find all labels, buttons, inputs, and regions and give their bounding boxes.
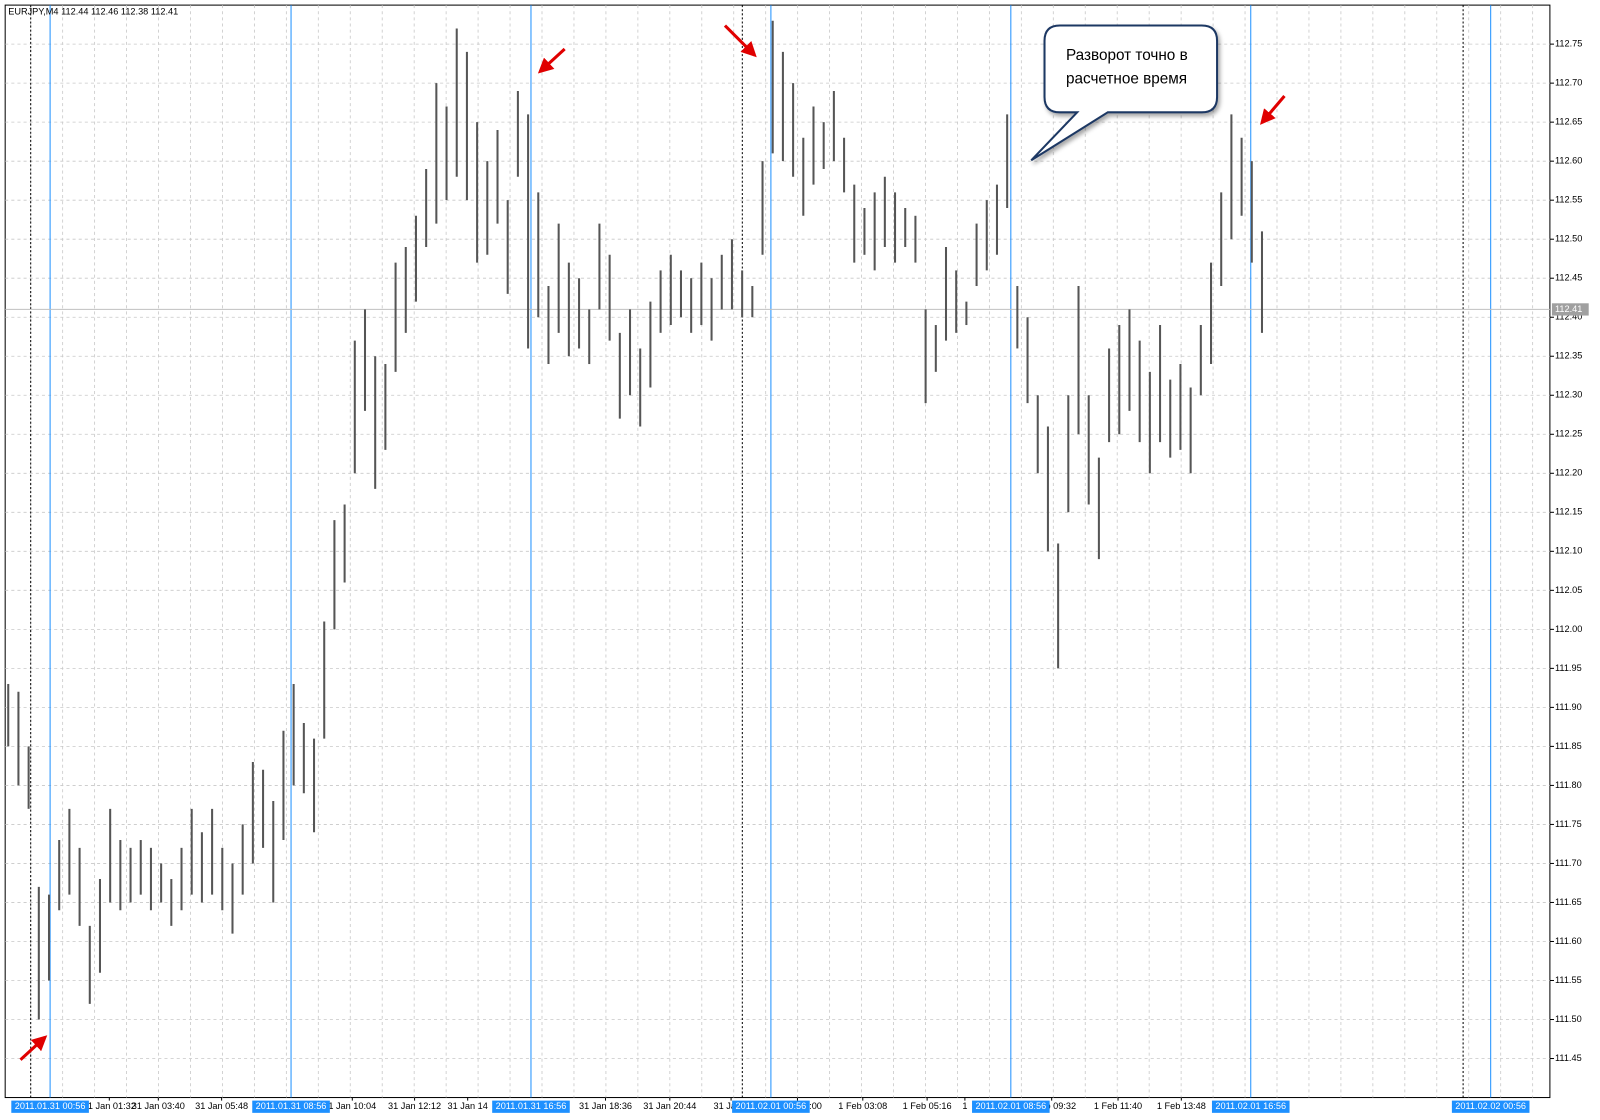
x-tick-label: 1 Feb 05:16	[903, 1101, 952, 1111]
y-tick-label: 112.20	[1555, 468, 1582, 478]
y-tick-label: 112.15	[1555, 507, 1582, 517]
period-label-box	[11, 1100, 89, 1113]
y-tick-label: 111.50	[1555, 1014, 1582, 1024]
y-tick-label: 112.30	[1555, 390, 1582, 400]
period-label: 2011.02.01 08:56	[975, 1101, 1046, 1111]
y-tick-label: 112.55	[1555, 195, 1582, 205]
callout-text: Разворот точно в	[1066, 47, 1188, 64]
period-label-box	[732, 1100, 810, 1113]
y-tick-label: 112.50	[1555, 234, 1582, 244]
arrow	[537, 47, 566, 74]
period-label-box	[1211, 1100, 1290, 1113]
x-tick-label: 31 Jan 20:44	[643, 1101, 696, 1111]
period-label: 2011.01.31 16:56	[496, 1101, 567, 1111]
y-tick-label: 112.00	[1555, 624, 1582, 634]
period-label: 2011.02.02 00:56	[1455, 1101, 1526, 1111]
y-tick-label: 112.10	[1555, 546, 1582, 556]
period-label-box	[1451, 1100, 1530, 1113]
y-tick-label: 111.80	[1555, 780, 1582, 790]
x-tick-label: 1	[962, 1101, 967, 1111]
period-label: 2011.02.01 16:56	[1215, 1101, 1286, 1111]
y-tick-label: 112.45	[1555, 273, 1582, 283]
x-tick-label: 31 Jan 03:40	[132, 1101, 185, 1111]
y-tick-label: 111.70	[1555, 858, 1582, 868]
last-price-box	[1551, 303, 1589, 316]
y-tick-label: 112.25	[1555, 429, 1582, 439]
callout-text: расчетное время	[1066, 71, 1187, 88]
last-price-label: 112.41	[1555, 304, 1582, 314]
y-tick-label: 112.65	[1555, 117, 1582, 127]
period-label-box	[972, 1100, 1050, 1113]
y-tick-label: 112.75	[1555, 39, 1582, 49]
x-tick-label: 1 Feb 09:32	[1027, 1101, 1076, 1111]
y-tick-label: 111.75	[1555, 819, 1582, 829]
y-tick-label: 112.60	[1555, 156, 1582, 166]
arrows	[19, 24, 1286, 1061]
period-label: 2011.02.01 00:56	[736, 1101, 807, 1111]
x-tick-label: 31 Jan 01:32	[83, 1101, 136, 1111]
x-tick-label: 1 Feb 11:40	[1094, 1101, 1142, 1111]
y-tick-label: 112.35	[1555, 351, 1582, 361]
chart-title: EURJPY,M4 112.44 112.46 112.38 112.41	[8, 7, 178, 17]
y-tick-label: 111.60	[1555, 936, 1582, 946]
arrow	[19, 1035, 48, 1061]
period-label: 2011.01.31 00:56	[15, 1101, 86, 1111]
x-tick-label: 31 Jan 05:48	[195, 1101, 248, 1111]
y-tick-label: 112.40	[1555, 312, 1582, 322]
y-tick-label: 111.95	[1555, 663, 1582, 673]
y-tick-label: 112.05	[1555, 585, 1582, 595]
y-tick-label: 111.90	[1555, 702, 1582, 712]
x-tick-label: 31 Jan 12:12	[388, 1101, 441, 1111]
arrow	[723, 24, 757, 58]
x-tick-label: 1 Feb 03:08	[838, 1101, 887, 1111]
x-tick-label: 31 Jan 2	[713, 1101, 748, 1111]
period-label: 2011.01.31 08:56	[256, 1101, 327, 1111]
x-tick-label: 31 Jan 14	[448, 1101, 488, 1111]
y-tick-label: 111.55	[1555, 975, 1582, 985]
y-tick-label: 111.65	[1555, 897, 1582, 907]
y-tick-label: 112.70	[1555, 78, 1582, 88]
period-label-box	[492, 1100, 570, 1113]
x-tick-label: 1 Jan 10:04	[328, 1101, 376, 1111]
arrow	[1260, 94, 1286, 125]
x-tick-label: 1 Feb 13:48	[1157, 1101, 1206, 1111]
x-tick-label: 31 Jan 18:36	[579, 1101, 632, 1111]
y-tick-label: 111.85	[1555, 741, 1582, 751]
y-tick-label: 111.45	[1555, 1053, 1582, 1063]
callout	[1030, 24, 1219, 162]
period-label-box	[252, 1100, 330, 1113]
